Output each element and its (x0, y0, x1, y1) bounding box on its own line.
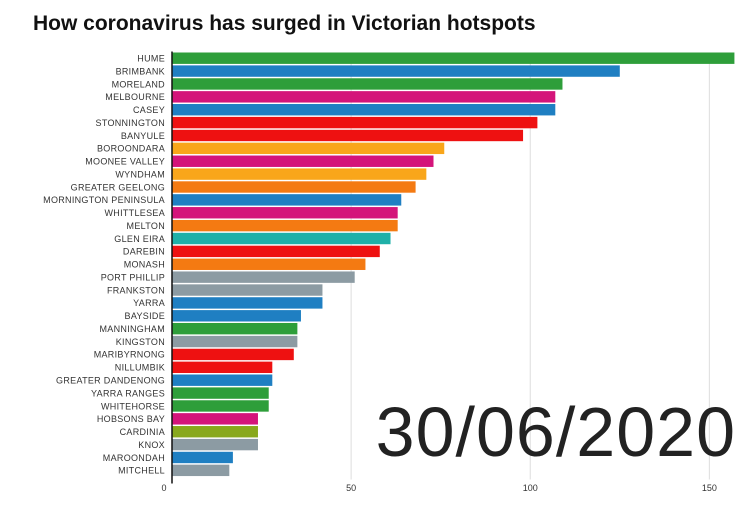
bar (172, 104, 556, 116)
category-label: CASEY (133, 105, 165, 115)
x-tick-labels: 0 50 100 150 (161, 483, 716, 493)
category-label: MORELAND (112, 79, 166, 89)
category-label: PORT PHILLIP (101, 272, 165, 282)
bar (172, 129, 524, 142)
bar (172, 78, 563, 90)
bar (172, 271, 355, 283)
bars (172, 52, 735, 477)
category-label: MOONEE VALLEY (85, 157, 165, 167)
category-label: MAROONDAH (103, 453, 165, 463)
bar (172, 207, 398, 219)
category-label: WYNDHAM (115, 169, 165, 179)
date-stamp: 30/06/2020 (375, 393, 736, 471)
bar (172, 400, 269, 412)
bar (172, 451, 233, 464)
bar (172, 232, 391, 245)
category-label: BANYULE (121, 131, 165, 141)
category-label: KNOX (138, 440, 165, 450)
category-label: YARRA RANGES (91, 388, 165, 398)
category-label: BAYSIDE (125, 311, 165, 321)
x-tick-label: 100 (523, 483, 538, 493)
category-label: HOBSONS BAY (97, 414, 165, 424)
bar (172, 322, 298, 335)
bar (172, 219, 398, 232)
bar (172, 387, 269, 399)
category-label: MORNINGTON PENINSULA (43, 195, 165, 205)
bar (172, 413, 258, 425)
category-label: GREATER GEELONG (71, 182, 165, 192)
category-label: MELBOURNE (105, 92, 165, 102)
x-tick-label: 0 (161, 483, 166, 493)
category-labels: HUME BRIMBANK MORELAND MELBOURNE CASEY STONNI… (43, 54, 165, 476)
bar (172, 168, 427, 180)
x-tick-label: 150 (702, 483, 717, 493)
category-label: BRIMBANK (116, 66, 165, 76)
bar (172, 310, 301, 322)
bar (172, 438, 258, 451)
bar (172, 181, 416, 193)
category-label: GREATER DANDENONG (56, 376, 165, 386)
category-label: WHITTLESEA (104, 208, 165, 218)
bar (172, 297, 323, 309)
bar (172, 284, 323, 296)
category-label: GLEN EIRA (114, 234, 165, 244)
bar (172, 258, 366, 270)
category-label: FRANKSTON (107, 285, 165, 295)
category-label: WHITEHORSE (101, 401, 165, 411)
bar (172, 245, 380, 258)
bar (172, 155, 434, 167)
bar (172, 464, 230, 477)
bar (172, 335, 298, 348)
bar (172, 142, 445, 155)
bar (172, 65, 620, 77)
bar (172, 426, 258, 438)
bar (172, 116, 538, 129)
bar (172, 52, 735, 64)
category-label: MONASH (124, 260, 165, 270)
category-label: KINGSTON (116, 337, 165, 347)
category-label: MARIBYRNONG (94, 350, 165, 360)
chart-title: How coronavirus has surged in Victorian … (33, 12, 536, 35)
category-label: STONNINGTON (96, 118, 165, 128)
bar (172, 361, 273, 374)
bar (172, 194, 402, 206)
category-label: MANNINGHAM (100, 324, 166, 334)
bar (172, 374, 273, 386)
category-label: BOROONDARA (97, 144, 165, 154)
category-label: NILLUMBIK (115, 363, 165, 373)
category-label: HUME (137, 54, 165, 64)
x-tick-label: 50 (346, 483, 356, 493)
bar (172, 348, 294, 361)
category-label: YARRA (133, 298, 165, 308)
bar (172, 91, 556, 103)
category-label: MELTON (127, 221, 165, 231)
category-label: DAREBIN (123, 247, 165, 257)
category-label: CARDINIA (120, 427, 165, 437)
category-label: MITCHELL (118, 466, 165, 476)
